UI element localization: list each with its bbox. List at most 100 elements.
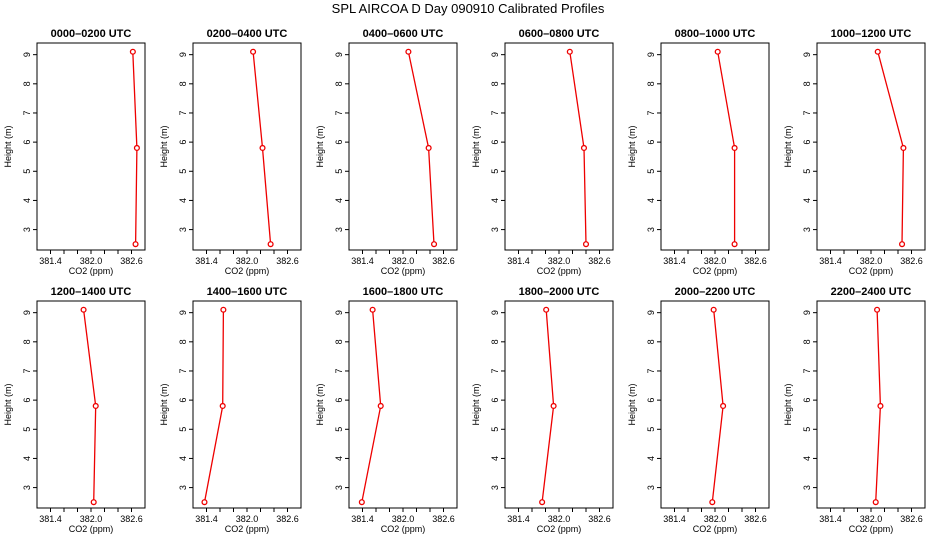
data-point — [369, 306, 376, 313]
x-axis-label: CO2 (ppm) — [849, 266, 894, 276]
y-tick-label: 5 — [22, 427, 32, 432]
y-tick-label: 9 — [646, 310, 656, 315]
plot-frame — [36, 42, 146, 251]
y-tick-label: 8 — [178, 339, 188, 344]
y-tick-label: 5 — [646, 427, 656, 432]
x-tick-label: 382.6 — [276, 256, 299, 266]
y-axis-label: Height (m) — [783, 125, 793, 167]
x-tick-label: 382.6 — [744, 256, 767, 266]
y-tick-label: 8 — [646, 81, 656, 86]
x-tick-label: 382.0 — [236, 514, 259, 524]
panel-title: 0600–0800 UTC — [519, 28, 600, 40]
y-tick-label: 7 — [490, 368, 500, 373]
profile-panel: 1800–2000 UTC 381.4 382.0 382.6 CO2 (ppm) 3 4 5… — [471, 286, 614, 534]
profile-panel: 0000–0200 UTC 381.4 382.0 382.6 CO2 (ppm) 3 4 5… — [3, 28, 146, 276]
data-point — [710, 306, 717, 313]
y-tick-label: 9 — [490, 310, 500, 315]
y-tick-label: 6 — [334, 140, 344, 145]
x-tick-label: 382.0 — [860, 256, 883, 266]
plot-frame — [660, 42, 770, 251]
data-point — [580, 144, 588, 152]
panel-title: 1400–1600 UTC — [207, 286, 288, 298]
y-tick-label: 7 — [334, 110, 344, 115]
data-point — [874, 306, 881, 313]
panel-title: 0000–0200 UTC — [51, 28, 132, 40]
y-axis-label: Height (m) — [159, 383, 169, 425]
panel-title: 0800–1000 UTC — [675, 28, 756, 40]
x-tick-label: 381.4 — [39, 256, 62, 266]
panel-title: 0400–0600 UTC — [363, 28, 444, 40]
x-tick-label: 381.4 — [195, 256, 218, 266]
data-point — [872, 499, 879, 506]
x-tick-label: 381.4 — [195, 514, 218, 524]
plot-frame — [192, 42, 302, 251]
y-tick-label: 4 — [178, 456, 188, 461]
y-tick-label: 3 — [490, 227, 500, 232]
x-axis-label: CO2 (ppm) — [69, 266, 114, 276]
y-tick-label: 8 — [334, 81, 344, 86]
x-tick-label: 382.0 — [80, 256, 103, 266]
y-tick-label: 8 — [22, 339, 32, 344]
x-tick-label: 382.6 — [120, 256, 143, 266]
y-tick-label: 5 — [646, 169, 656, 174]
y-tick-label: 3 — [646, 485, 656, 490]
y-tick-label: 6 — [334, 398, 344, 403]
y-tick-label: 7 — [178, 110, 188, 115]
profile-panel: 0800–1000 UTC 381.4 382.0 382.6 CO2 (ppm) 3 4 5… — [627, 28, 770, 276]
y-tick-label: 6 — [802, 398, 812, 403]
x-tick-label: 382.6 — [900, 256, 923, 266]
x-tick-label: 381.4 — [507, 256, 530, 266]
data-point — [714, 48, 721, 55]
data-point — [566, 48, 573, 55]
plot-frame — [348, 300, 458, 509]
x-axis-label: CO2 (ppm) — [225, 266, 270, 276]
data-point — [92, 402, 99, 410]
data-point — [731, 144, 738, 152]
profile-panel: 0400–0600 UTC 381.4 382.0 382.6 CO2 (ppm) 3 4 5… — [315, 28, 458, 276]
y-tick-label: 9 — [490, 52, 500, 57]
plot-frame — [348, 42, 458, 251]
y-tick-label: 3 — [334, 227, 344, 232]
plot-frame — [816, 300, 926, 509]
data-point — [550, 402, 557, 410]
y-tick-label: 8 — [178, 81, 188, 86]
data-point — [132, 241, 139, 248]
y-tick-label: 5 — [334, 427, 344, 432]
data-point — [267, 241, 274, 248]
x-tick-label: 381.4 — [39, 514, 62, 524]
x-tick-label: 382.6 — [744, 514, 767, 524]
x-tick-label: 382.0 — [860, 514, 883, 524]
figure-title: SPL AIRCOA D Day 090910 Calibrated Profi… — [332, 1, 605, 16]
panel-title: 1600–1800 UTC — [363, 286, 444, 298]
y-tick-label: 7 — [178, 368, 188, 373]
y-tick-label: 8 — [22, 81, 32, 86]
y-tick-label: 4 — [334, 456, 344, 461]
y-tick-label: 7 — [646, 368, 656, 373]
y-tick-label: 4 — [22, 198, 32, 203]
y-tick-label: 8 — [490, 339, 500, 344]
y-tick-label: 6 — [802, 140, 812, 145]
y-axis-label: Height (m) — [3, 383, 13, 425]
y-tick-label: 8 — [490, 81, 500, 86]
y-tick-label: 3 — [646, 227, 656, 232]
y-tick-label: 3 — [178, 227, 188, 232]
data-point — [201, 499, 208, 506]
y-tick-label: 9 — [334, 310, 344, 315]
data-point — [898, 241, 906, 248]
y-tick-label: 7 — [490, 110, 500, 115]
profile-panel: 0200–0400 UTC 381.4 382.0 382.6 CO2 (ppm) 3 4 5… — [159, 28, 302, 276]
y-tick-label: 7 — [802, 110, 812, 115]
data-point — [80, 306, 87, 313]
data-point — [539, 499, 546, 506]
data-point — [220, 306, 227, 313]
y-tick-label: 7 — [334, 368, 344, 373]
y-tick-label: 8 — [802, 339, 812, 344]
x-axis-label: CO2 (ppm) — [225, 524, 270, 534]
y-tick-label: 6 — [178, 140, 188, 145]
y-tick-label: 9 — [22, 52, 32, 57]
y-tick-label: 3 — [802, 227, 812, 232]
y-tick-label: 6 — [22, 140, 32, 145]
y-tick-label: 7 — [802, 368, 812, 373]
x-tick-label: 382.0 — [236, 256, 259, 266]
